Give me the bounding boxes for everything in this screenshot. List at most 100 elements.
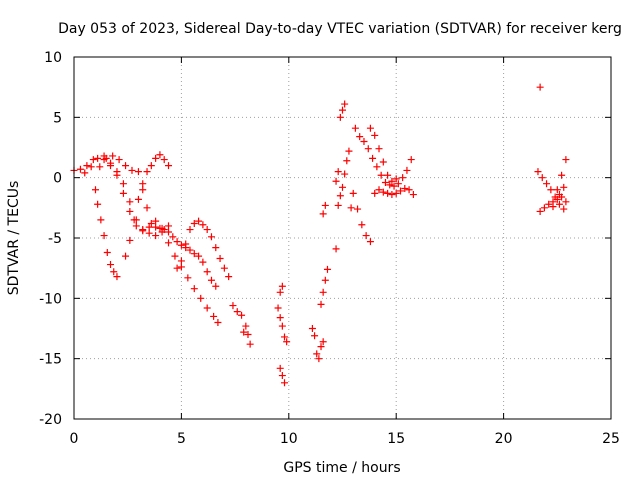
data-point	[156, 151, 164, 159]
data-point	[186, 226, 194, 234]
data-point	[212, 282, 220, 290]
data-point	[399, 174, 407, 182]
data-point	[407, 156, 415, 164]
data-point	[364, 145, 372, 153]
data-point	[543, 180, 551, 188]
data-point	[190, 220, 198, 228]
data-point	[190, 250, 198, 258]
data-point	[360, 137, 368, 145]
y-tick-label: -10	[39, 291, 62, 307]
data-point	[210, 312, 218, 320]
data-point	[244, 331, 252, 339]
x-tick-label: 10	[280, 431, 298, 447]
data-point	[160, 156, 168, 164]
data-point	[103, 248, 111, 256]
y-tick-label: 5	[53, 110, 62, 126]
data-point	[379, 188, 387, 196]
data-point	[115, 156, 123, 164]
data-point	[132, 222, 140, 230]
data-point	[182, 240, 190, 248]
data-point	[100, 232, 108, 240]
data-point	[126, 198, 134, 206]
data-point	[362, 232, 370, 240]
data-point	[122, 162, 130, 170]
data-point	[536, 207, 544, 215]
x-axis-label: GPS time / hours	[283, 460, 400, 476]
data-point	[94, 200, 102, 208]
data-point	[334, 168, 342, 176]
data-point	[558, 171, 566, 179]
data-point	[405, 186, 413, 194]
data-point	[143, 168, 151, 176]
data-point	[113, 168, 121, 176]
data-point	[560, 183, 568, 191]
data-point	[553, 195, 561, 203]
data-point	[199, 258, 207, 266]
data-point	[276, 288, 284, 296]
data-point	[276, 314, 284, 322]
data-point	[379, 158, 387, 166]
data-point	[375, 145, 383, 153]
data-point	[375, 186, 383, 194]
series-trace-3	[91, 186, 121, 281]
series-trace-1	[70, 152, 220, 290]
data-point	[238, 311, 246, 319]
data-point	[89, 156, 97, 164]
data-point	[336, 192, 344, 200]
y-tick-label: -15	[39, 352, 62, 368]
data-point	[216, 255, 224, 263]
data-point	[369, 154, 377, 162]
data-point	[126, 236, 134, 244]
data-point	[165, 222, 173, 230]
series-trace-9	[308, 201, 331, 363]
data-point	[313, 350, 321, 358]
data-point	[165, 228, 173, 236]
x-tick-label: 0	[70, 431, 79, 447]
data-point	[207, 233, 215, 241]
data-point	[207, 276, 215, 284]
data-point	[87, 163, 95, 171]
data-point	[381, 178, 389, 186]
data-point	[177, 263, 185, 271]
data-point	[109, 152, 117, 160]
data-point	[354, 205, 362, 213]
data-point	[173, 238, 181, 246]
data-point	[311, 332, 319, 340]
data-point	[349, 189, 357, 197]
data-point	[147, 162, 155, 170]
data-point	[332, 177, 340, 185]
data-point	[190, 285, 198, 293]
data-point	[96, 163, 104, 171]
data-point	[536, 83, 544, 91]
data-point	[317, 343, 325, 351]
data-point	[341, 100, 349, 108]
data-point	[276, 364, 284, 372]
data-point	[165, 162, 173, 170]
data-point	[321, 201, 329, 209]
series-trace-10	[332, 100, 355, 253]
data-point	[339, 106, 346, 114]
data-point	[356, 133, 364, 141]
series-trace-11	[349, 124, 417, 246]
data-point	[110, 268, 118, 276]
x-tick-label: 20	[495, 431, 513, 447]
y-axis-label: SDTVAR / TECUs	[6, 181, 22, 296]
data-point	[145, 229, 153, 237]
data-point	[339, 183, 346, 191]
data-point	[388, 191, 396, 199]
data-point	[332, 245, 340, 253]
data-point	[538, 174, 546, 182]
data-point	[91, 186, 99, 194]
data-point	[278, 372, 286, 380]
data-point	[195, 252, 203, 260]
data-point	[240, 328, 248, 336]
data-point	[351, 124, 359, 132]
data-point	[560, 205, 568, 213]
data-point	[152, 223, 160, 231]
data-point	[107, 261, 115, 269]
data-point	[152, 154, 160, 162]
y-tick-label: -20	[39, 412, 62, 428]
data-point	[242, 322, 250, 330]
data-point	[134, 195, 142, 203]
data-point	[547, 186, 555, 194]
